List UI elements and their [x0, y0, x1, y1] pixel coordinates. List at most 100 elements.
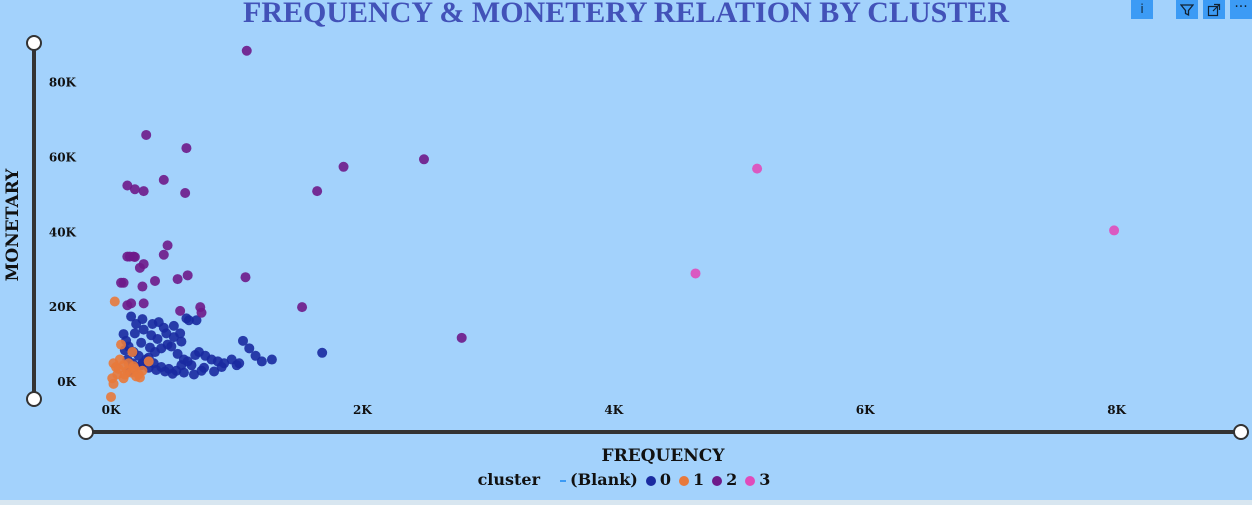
point-cluster-0 — [161, 328, 172, 339]
legend-swatch-blank — [560, 479, 567, 482]
point-cluster-3 — [752, 163, 763, 174]
point-cluster-0 — [190, 350, 201, 361]
legend: cluster (Blank) 0 1 2 3 — [0, 470, 1252, 489]
legend-swatch-1 — [679, 475, 689, 486]
info-icon[interactable]: i — [1131, 0, 1153, 19]
point-cluster-1 — [127, 347, 138, 358]
point-cluster-0 — [199, 362, 210, 373]
filter-icon[interactable] — [1176, 0, 1198, 19]
point-cluster-0 — [209, 366, 220, 377]
scatter-chart: 0K 2K 4K 6K 8K 0K 20K 40K 60K 80K FREQUENCY MONETAR… — [3, 35, 1249, 466]
focus-mode-icon[interactable] — [1203, 0, 1225, 19]
legend-label-blank[interactable]: (Blank) — [570, 470, 638, 489]
x-tick-label: 0K — [102, 403, 121, 417]
point-cluster-0 — [160, 366, 171, 377]
point-cluster-2 — [240, 272, 251, 283]
y-zoom-slider-handle-bottom — [26, 391, 42, 407]
legend-swatch-0 — [645, 475, 656, 486]
legend-swatch-3 — [745, 475, 756, 486]
point-cluster-2 — [118, 277, 129, 288]
legend-swatch-2 — [712, 475, 723, 486]
point-cluster-2 — [126, 298, 137, 309]
point-cluster-2 — [138, 259, 149, 270]
point-cluster-0 — [129, 328, 140, 339]
point-cluster-2 — [129, 251, 140, 262]
point-cluster-1 — [143, 356, 154, 367]
point-cluster-0 — [137, 314, 148, 325]
point-cluster-1 — [114, 354, 125, 365]
x-tick-label: 4K — [604, 403, 623, 417]
x-tick-label: 6K — [856, 403, 875, 417]
y-tick-label: 60K — [49, 150, 77, 164]
x-tick-label: 2K — [353, 403, 372, 417]
legend-label-3[interactable]: 3 — [759, 470, 771, 489]
point-cluster-2 — [158, 174, 169, 185]
point-cluster-1 — [116, 339, 127, 350]
point-cluster-1 — [106, 391, 116, 402]
point-cluster-0 — [168, 320, 179, 331]
point-cluster-0 — [244, 343, 255, 354]
point-cluster-2 — [181, 143, 192, 154]
point-cluster-0 — [144, 342, 155, 353]
point-cluster-3 — [1109, 225, 1120, 236]
point-cluster-0 — [152, 333, 163, 344]
point-cluster-2 — [182, 270, 193, 281]
point-cluster-2 — [122, 180, 133, 191]
chart-title: FREQUENCY & MONETERY RELATION BY CLUSTER — [243, 0, 1009, 29]
legend-label-1[interactable]: 1 — [693, 470, 705, 489]
point-cluster-2 — [338, 161, 349, 172]
point-cluster-1 — [109, 296, 120, 307]
point-cluster-2 — [456, 332, 467, 343]
legend-label-0[interactable]: 0 — [659, 470, 671, 489]
point-cluster-0 — [317, 347, 328, 358]
point-cluster-0 — [168, 332, 179, 343]
sliders — [26, 35, 1249, 440]
point-cluster-0 — [166, 341, 177, 352]
point-cluster-2 — [158, 249, 169, 260]
point-cluster-1 — [108, 378, 119, 389]
point-cluster-2 — [196, 307, 207, 318]
y-tick-label: 80K — [49, 76, 77, 90]
x-zoom-slider-handle-right — [1233, 424, 1249, 440]
point-cluster-0 — [136, 337, 147, 348]
point-cluster-0 — [147, 318, 158, 329]
point-cluster-2 — [312, 186, 323, 197]
point-cluster-2 — [297, 302, 308, 313]
point-cluster-0 — [167, 368, 178, 379]
y-axis-title: MONETARY — [3, 168, 23, 282]
axes: 0K 2K 4K 6K 8K 0K 20K 40K 60K 80K FREQUENCY MONETAR… — [3, 76, 1127, 466]
point-cluster-1 — [128, 361, 139, 372]
point-cluster-0 — [126, 311, 137, 322]
point-cluster-0 — [182, 356, 193, 367]
point-cluster-2 — [149, 275, 160, 286]
point-cluster-0 — [256, 356, 267, 367]
point-cluster-0 — [234, 358, 245, 369]
point-cluster-2 — [418, 154, 429, 165]
point-cluster-2 — [141, 129, 152, 140]
point-cluster-0 — [176, 336, 187, 347]
legend-title: cluster — [477, 470, 541, 489]
point-cluster-2 — [175, 305, 186, 316]
point-cluster-2 — [137, 281, 148, 292]
y-tick-label: 20K — [49, 300, 77, 314]
point-cluster-3 — [690, 268, 701, 279]
point-cluster-1 — [119, 369, 130, 380]
x-tick-label: 8K — [1107, 403, 1126, 417]
point-cluster-2 — [180, 187, 191, 198]
point-cluster-2 — [129, 184, 140, 195]
more-options-icon[interactable]: ··· — [1230, 0, 1252, 19]
point-cluster-0 — [188, 369, 199, 380]
point-cluster-1 — [134, 372, 145, 383]
y-tick-label: 40K — [49, 225, 77, 239]
y-zoom-slider-handle-top — [26, 35, 42, 51]
point-cluster-2 — [162, 240, 173, 251]
point-cluster-2 — [241, 45, 252, 56]
point-cluster-2 — [138, 298, 149, 309]
point-cluster-0 — [237, 335, 248, 346]
point-cluster-0 — [216, 362, 227, 373]
x-axis-title: FREQUENCY — [602, 446, 726, 466]
point-cluster-0 — [266, 354, 277, 365]
x-zoom-slider-handle-left — [78, 424, 94, 440]
point-cluster-0 — [226, 354, 237, 365]
legend-label-2[interactable]: 2 — [726, 470, 738, 489]
